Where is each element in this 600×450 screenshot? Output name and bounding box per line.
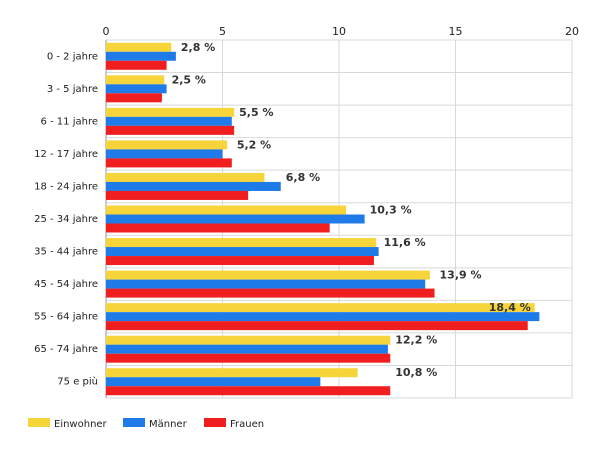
bar-frauen[interactable] (106, 353, 391, 363)
legend-label[interactable]: Frauen (230, 419, 264, 430)
x-tick-label: 15 (449, 25, 463, 38)
category-label: 75 e più (57, 376, 98, 388)
bar-m-nner[interactable] (106, 312, 540, 322)
data-label: 11,6 % (384, 236, 426, 249)
data-label: 5,2 % (237, 138, 271, 151)
bar-einwohner[interactable] (106, 75, 165, 85)
bar-frauen[interactable] (106, 60, 167, 70)
bar-einwohner[interactable] (106, 205, 346, 215)
category-label: 12 - 17 jahre (34, 149, 98, 160)
bar-frauen[interactable] (106, 93, 162, 103)
legend-swatch[interactable] (28, 418, 50, 427)
bar-m-nner[interactable] (106, 149, 223, 159)
bar-einwohner[interactable] (106, 368, 358, 378)
bar-frauen[interactable] (106, 256, 374, 266)
data-label: 10,3 % (370, 204, 412, 217)
bar-einwohner[interactable] (106, 140, 228, 150)
x-tick-label: 0 (103, 25, 110, 38)
legend-swatch[interactable] (204, 418, 226, 427)
data-label: 5,5 % (239, 106, 273, 119)
bar-frauen[interactable] (106, 386, 391, 396)
category-label: 3 - 5 jahre (47, 84, 98, 95)
bar-m-nner[interactable] (106, 344, 388, 354)
category-label: 35 - 44 jahre (34, 247, 98, 258)
category-label: 6 - 11 jahre (40, 116, 98, 127)
bar-einwohner[interactable] (106, 107, 235, 117)
bar-m-nner[interactable] (106, 247, 379, 257)
data-label: 12,2 % (395, 334, 437, 347)
bar-m-nner[interactable] (106, 84, 167, 94)
category-label: 55 - 64 jahre (34, 312, 98, 323)
bar-m-nner[interactable] (106, 377, 321, 387)
bar-frauen[interactable] (106, 190, 249, 200)
x-tick-label: 20 (565, 25, 579, 38)
bar-einwohner[interactable] (106, 172, 265, 182)
bar-frauen[interactable] (106, 125, 235, 135)
data-label: 2,8 % (181, 41, 215, 54)
bar-einwohner[interactable] (106, 270, 430, 280)
bar-m-nner[interactable] (106, 51, 176, 61)
bar-m-nner[interactable] (106, 214, 365, 224)
data-label: 10,8 % (395, 366, 437, 379)
data-label: 18,4 % (489, 301, 531, 314)
category-label: 18 - 24 jahre (34, 181, 98, 192)
data-label: 2,5 % (172, 73, 206, 86)
bar-m-nner[interactable] (106, 279, 426, 289)
x-tick-label: 10 (332, 25, 346, 38)
bar-einwohner[interactable] (106, 42, 172, 52)
x-tick-label: 5 (219, 25, 226, 38)
category-label: 0 - 2 jahre (47, 51, 98, 62)
legend-label[interactable]: Männer (149, 419, 188, 430)
legend-label[interactable]: Einwohner (54, 419, 108, 430)
bar-frauen[interactable] (106, 223, 330, 233)
bar-frauen[interactable] (106, 158, 232, 168)
bar-frauen[interactable] (106, 288, 435, 298)
category-label: 65 - 74 jahre (34, 344, 98, 355)
category-label: 45 - 54 jahre (34, 279, 98, 290)
bar-m-nner[interactable] (106, 116, 232, 126)
bar-frauen[interactable] (106, 321, 528, 331)
bar-einwohner[interactable] (106, 238, 377, 248)
data-label: 13,9 % (440, 269, 482, 282)
bar-m-nner[interactable] (106, 181, 281, 191)
category-label: 25 - 34 jahre (34, 214, 98, 225)
bar-einwohner[interactable] (106, 303, 535, 313)
legend-swatch[interactable] (123, 418, 145, 427)
bar-einwohner[interactable] (106, 335, 391, 345)
data-label: 6,8 % (286, 171, 320, 184)
